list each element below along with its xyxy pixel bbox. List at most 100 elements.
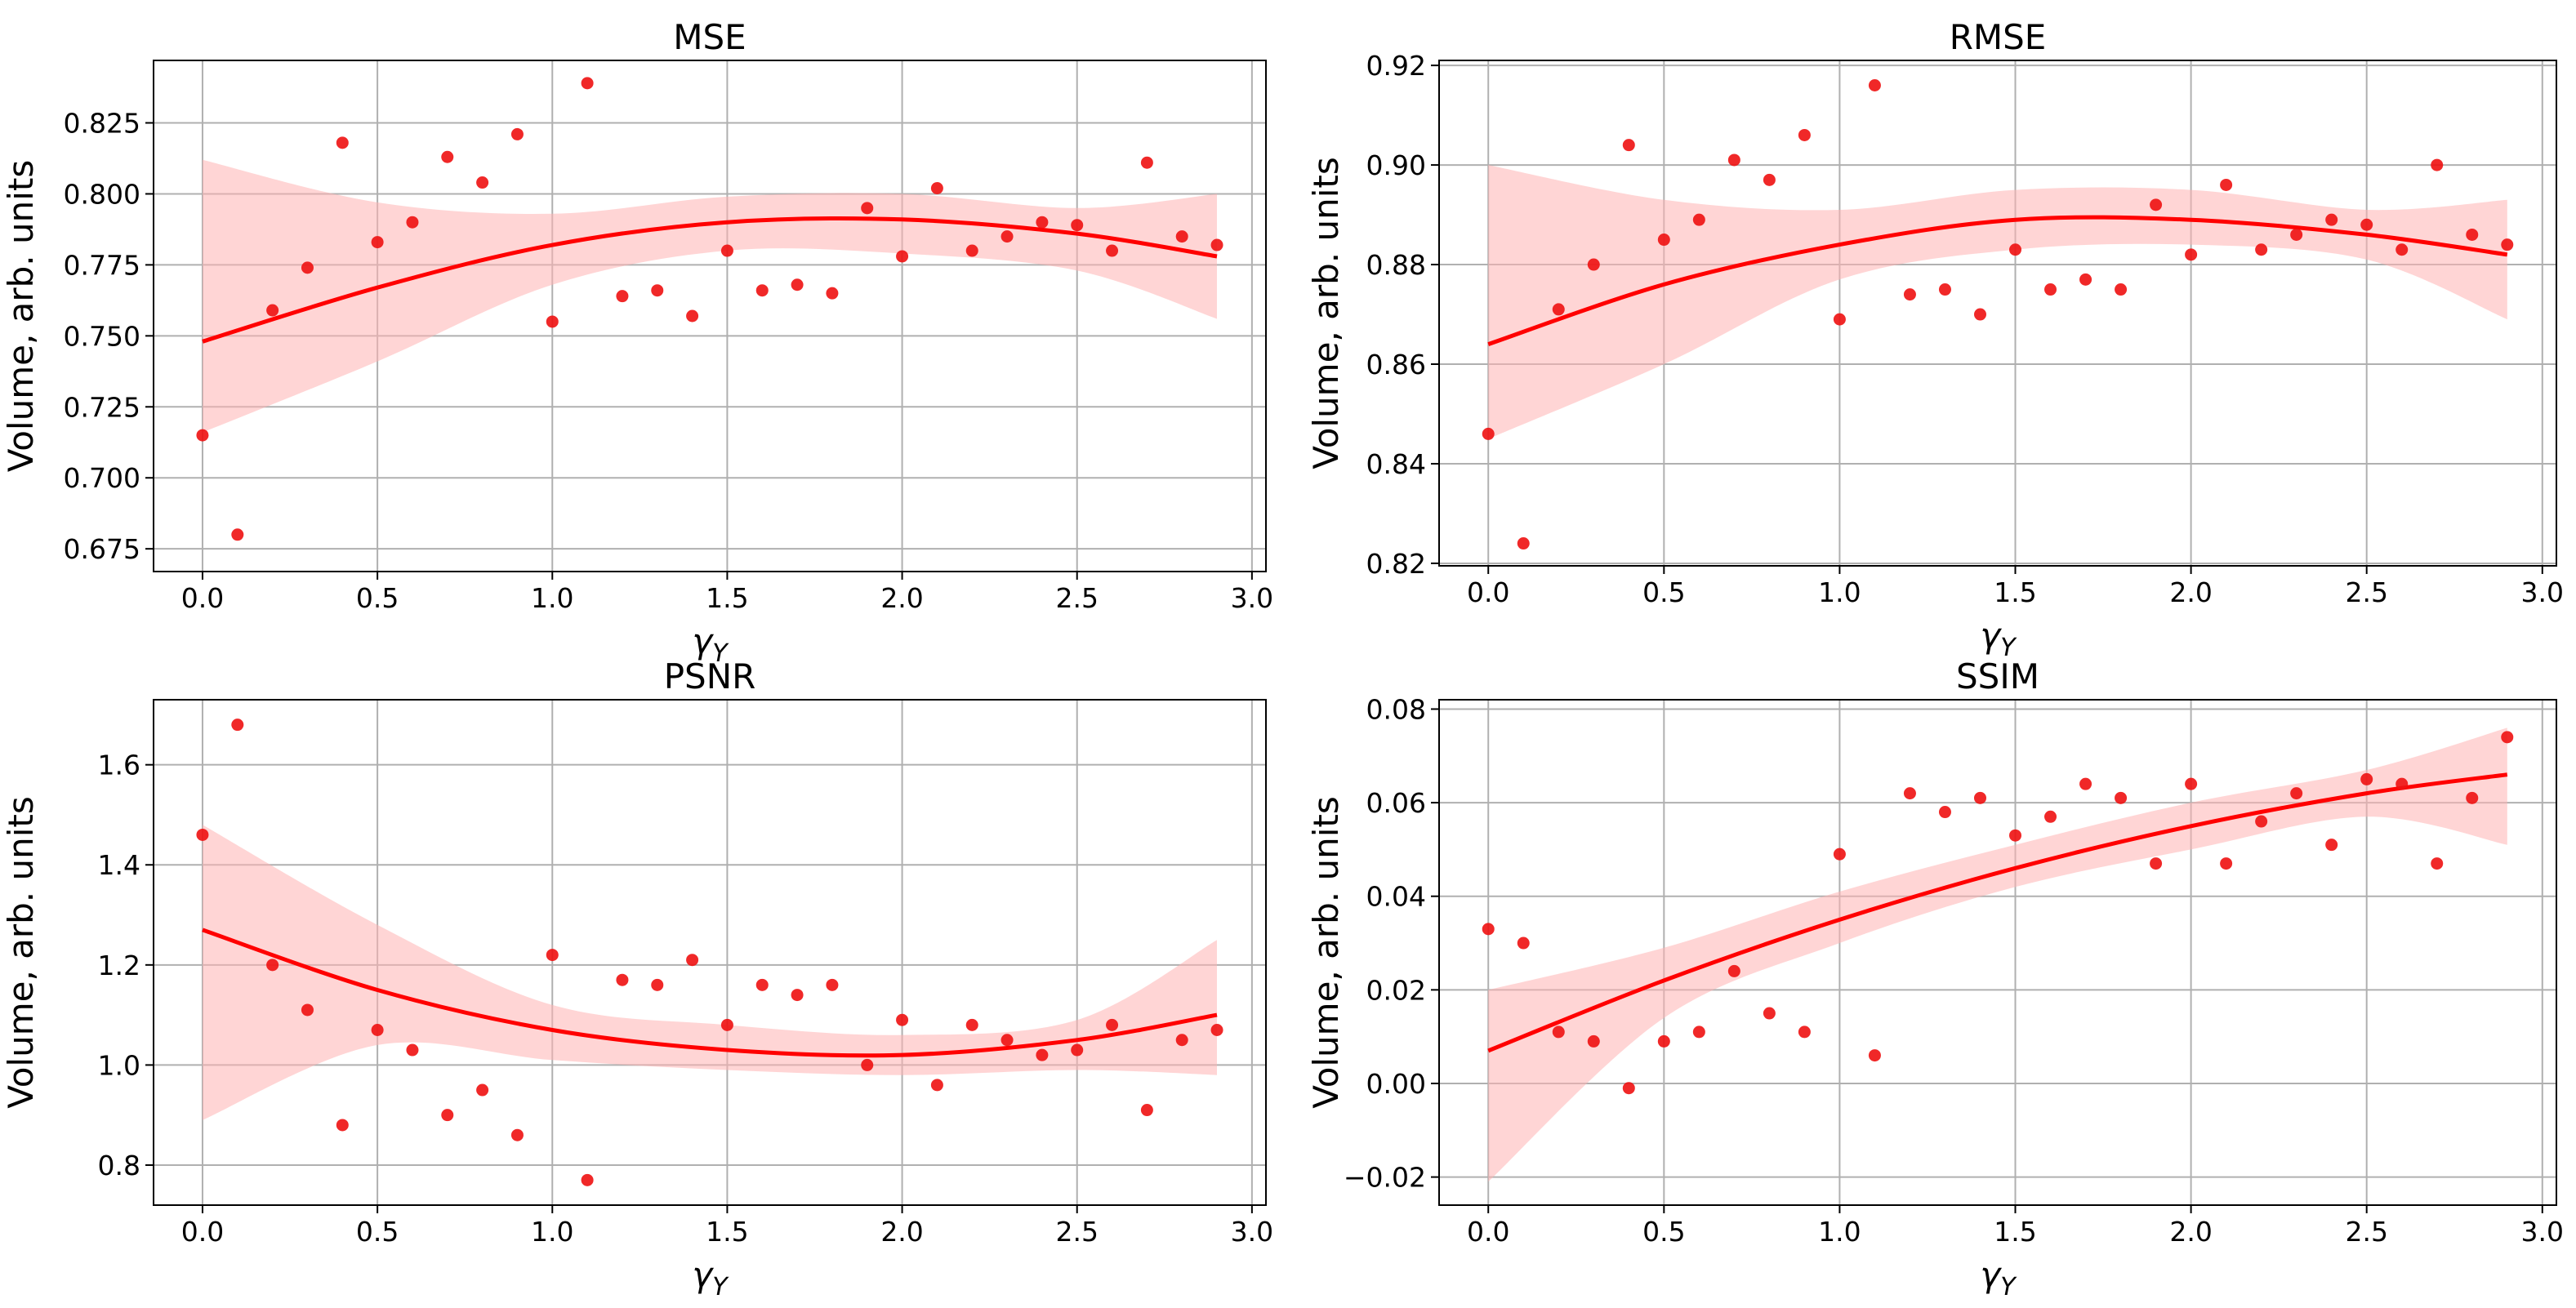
y-tick-label: 1.6 xyxy=(98,750,140,781)
data-point xyxy=(1140,156,1153,169)
data-point xyxy=(441,1109,454,1122)
data-point xyxy=(1763,1007,1776,1020)
regression-line xyxy=(202,216,1218,344)
data-point xyxy=(720,244,733,257)
data-point xyxy=(2360,772,2373,785)
data-point xyxy=(616,973,629,986)
y-tick-label: 1.4 xyxy=(98,849,140,881)
subplot-title: PSNR xyxy=(664,656,756,696)
data-point xyxy=(2325,213,2338,226)
data-point xyxy=(2290,787,2303,800)
data-point xyxy=(266,304,279,317)
data-point xyxy=(546,949,559,962)
data-point xyxy=(1903,288,1916,301)
data-point xyxy=(2501,238,2514,251)
y-tick-label: 0.04 xyxy=(1366,881,1426,913)
x-axis-label: γY xyxy=(692,1255,729,1301)
x-tick-label: 1.5 xyxy=(706,582,748,614)
data-point xyxy=(2325,839,2338,852)
x-tick-label: 2.5 xyxy=(2345,1216,2387,1248)
data-point xyxy=(510,1128,524,1141)
x-axis-label: γY xyxy=(1980,616,2017,662)
data-point xyxy=(2290,228,2303,241)
data-point xyxy=(2150,198,2163,211)
data-point xyxy=(720,1018,733,1031)
y-axis-label: Volume, arb. units xyxy=(1,160,41,473)
data-point xyxy=(2396,777,2409,790)
data-point xyxy=(791,989,804,1002)
y-tick-label: 0.725 xyxy=(64,391,140,423)
x-tick-label: 1.5 xyxy=(1994,1216,2036,1248)
x-tick-label: 1.0 xyxy=(1818,576,1861,608)
data-point xyxy=(1106,244,1119,257)
y-tick-label: 0.675 xyxy=(64,533,140,565)
y-tick-label: 0.825 xyxy=(64,108,140,140)
data-point xyxy=(1552,1025,1565,1039)
y-tick-label: 0.06 xyxy=(1366,787,1426,819)
y-tick-label: 0.800 xyxy=(64,178,140,210)
axes-frame xyxy=(153,60,1267,572)
data-point xyxy=(2044,810,2057,823)
data-point xyxy=(196,429,209,442)
data-point xyxy=(1036,1048,1049,1061)
data-point xyxy=(896,1013,909,1026)
x-tick-label: 3.0 xyxy=(2521,1216,2564,1248)
data-point xyxy=(196,828,209,841)
data-point xyxy=(930,1079,943,1092)
data-point xyxy=(2009,829,2022,842)
data-point xyxy=(1210,1023,1223,1036)
data-point xyxy=(651,284,664,297)
x-tick-label: 2.5 xyxy=(2345,576,2387,608)
data-point xyxy=(1692,213,1705,226)
axes-frame xyxy=(1438,60,2557,567)
data-point xyxy=(441,150,454,163)
data-point xyxy=(2431,158,2444,171)
axes-frame xyxy=(153,699,1267,1206)
data-point xyxy=(1175,230,1188,243)
data-point xyxy=(1482,923,1495,936)
confidence-band xyxy=(203,159,1217,433)
data-point xyxy=(2255,815,2268,828)
data-point xyxy=(1833,313,1846,326)
data-point xyxy=(2150,857,2163,870)
subplot-title: SSIM xyxy=(1956,656,2039,696)
data-point xyxy=(1001,230,1014,243)
x-tick-label: 2.0 xyxy=(880,1216,923,1248)
data-point xyxy=(1210,238,1223,251)
data-point xyxy=(826,978,839,991)
x-tick-label: 0.0 xyxy=(181,582,224,614)
regression-line xyxy=(202,928,1218,1058)
regression-line xyxy=(1487,772,2508,1053)
data-point xyxy=(1973,308,1986,321)
x-tick-label: 1.0 xyxy=(531,582,573,614)
data-point xyxy=(1727,153,1740,167)
y-tick-label: 0.8 xyxy=(98,1150,140,1181)
x-tick-label: 0.5 xyxy=(356,1216,399,1248)
data-point xyxy=(1692,1025,1705,1039)
x-tick-label: 2.5 xyxy=(1055,582,1098,614)
data-point xyxy=(1175,1034,1188,1047)
data-point xyxy=(1868,1049,1881,1062)
confidence-band xyxy=(203,825,1217,1120)
subplot-title: RMSE xyxy=(1950,17,2047,57)
data-point xyxy=(965,244,978,257)
data-point xyxy=(1833,848,1846,861)
data-point xyxy=(581,1173,594,1186)
data-point xyxy=(371,1023,384,1036)
subplot-mse: 0.0 0.5 1.0 1.5 2.0 2.5 3.0 0.675 0.700 0.725 0.75… xyxy=(1,17,1273,668)
y-axis-label: Volume, arb. units xyxy=(1,796,41,1109)
data-point xyxy=(791,278,804,291)
data-point xyxy=(1622,1082,1635,1095)
data-point xyxy=(1517,537,1530,550)
data-point xyxy=(1622,139,1635,152)
data-point xyxy=(1657,1034,1670,1048)
data-point xyxy=(266,959,279,972)
data-point xyxy=(2115,791,2128,804)
y-tick-label: 0.700 xyxy=(64,462,140,494)
data-point xyxy=(1071,1043,1084,1057)
data-point xyxy=(930,182,943,194)
data-point xyxy=(1868,78,1881,91)
data-point xyxy=(686,954,699,967)
data-point xyxy=(2044,283,2057,296)
data-point xyxy=(1587,258,1600,271)
